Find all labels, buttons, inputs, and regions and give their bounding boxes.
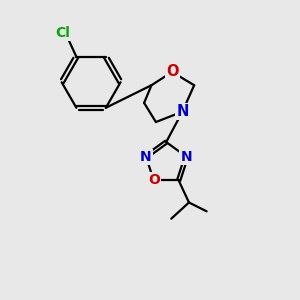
- Text: N: N: [181, 150, 192, 164]
- Text: N: N: [176, 104, 189, 119]
- Text: O: O: [148, 173, 160, 188]
- Text: O: O: [166, 64, 178, 80]
- Text: Cl: Cl: [56, 26, 70, 40]
- Text: N: N: [140, 150, 152, 164]
